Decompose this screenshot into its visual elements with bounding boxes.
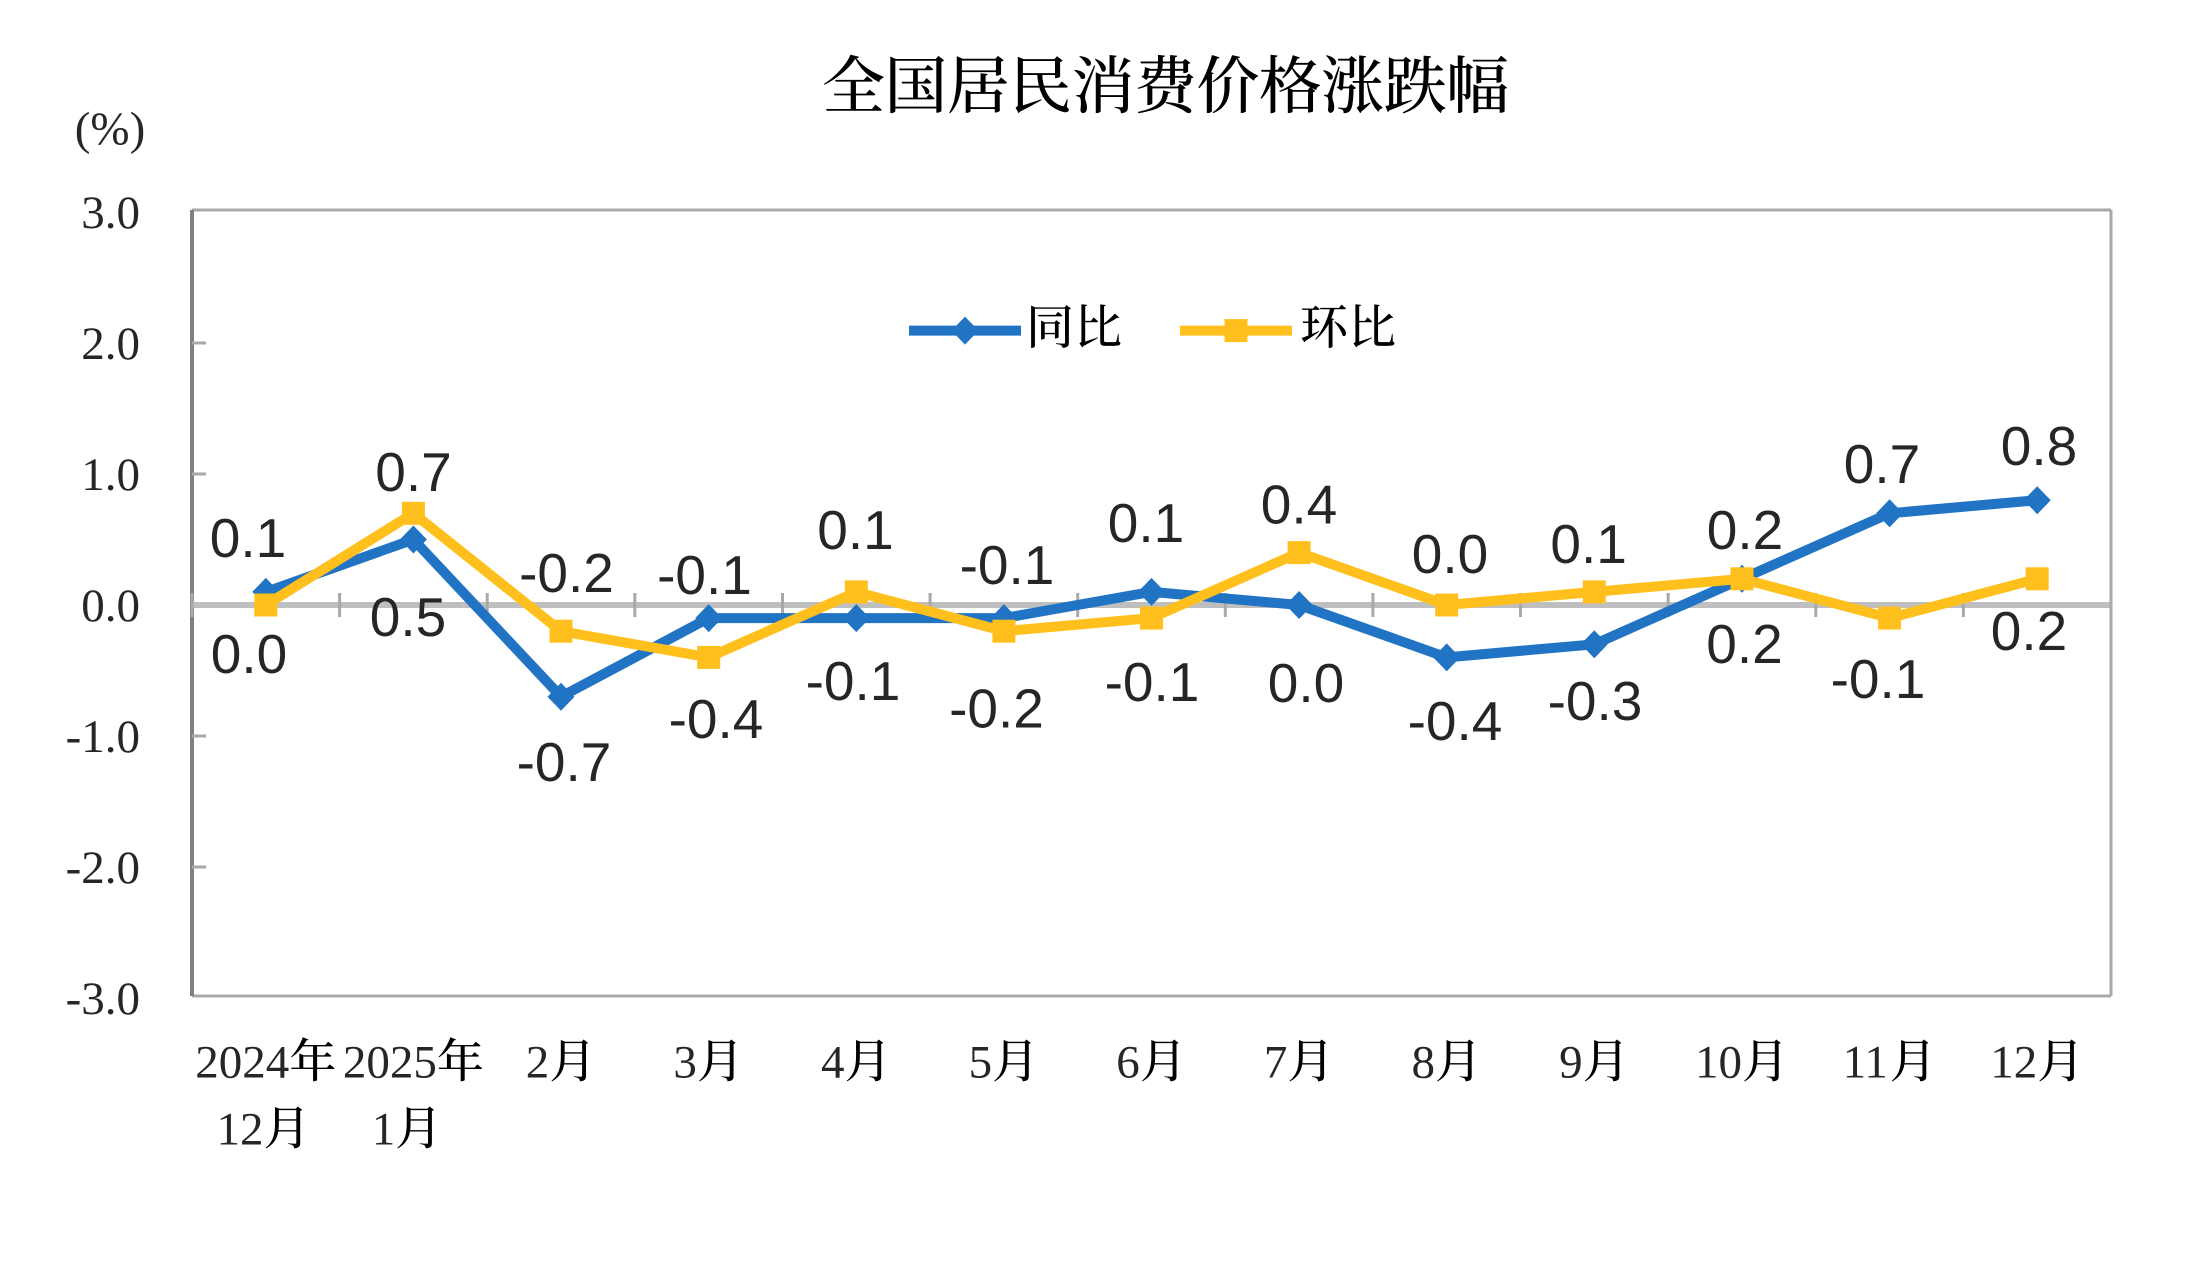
svg-text:10: 10 (1695, 1037, 1742, 1089)
svg-text:0.2: 0.2 (1706, 613, 1782, 675)
svg-text:2: 2 (526, 1037, 550, 1089)
svg-text:0.7: 0.7 (1844, 433, 1920, 495)
svg-text:1: 1 (372, 1104, 396, 1156)
svg-text:0.1: 0.1 (817, 499, 893, 561)
svg-text:-2.0: -2.0 (66, 842, 140, 894)
svg-text:-0.7: -0.7 (517, 731, 612, 793)
svg-text:4: 4 (821, 1037, 845, 1089)
svg-text:0.0: 0.0 (211, 623, 287, 685)
svg-text:0.7: 0.7 (375, 441, 451, 503)
svg-text:0.0: 0.0 (81, 580, 140, 632)
svg-text:2.0: 2.0 (81, 318, 140, 370)
svg-text:7: 7 (1264, 1037, 1288, 1089)
svg-text:(%): (%) (75, 103, 145, 155)
svg-text:0.1: 0.1 (210, 507, 286, 569)
svg-text:0.2: 0.2 (1707, 499, 1783, 561)
svg-text:-0.4: -0.4 (1408, 690, 1503, 752)
svg-text:-0.1: -0.1 (1831, 648, 1926, 710)
svg-text:5: 5 (969, 1037, 993, 1089)
svg-text:-1.0: -1.0 (66, 711, 140, 763)
svg-text:-0.3: -0.3 (1548, 670, 1643, 732)
svg-text:-0.1: -0.1 (657, 544, 752, 606)
svg-text:12: 12 (1990, 1037, 2037, 1089)
svg-text:1.0: 1.0 (81, 449, 140, 501)
svg-text:2025: 2025 (343, 1037, 437, 1089)
svg-text:0.1: 0.1 (1108, 492, 1184, 554)
svg-text:-0.2: -0.2 (949, 678, 1044, 740)
svg-text:0.2: 0.2 (1991, 600, 2067, 662)
svg-text:-0.4: -0.4 (669, 688, 764, 750)
svg-text:9: 9 (1559, 1037, 1583, 1089)
svg-text:-0.1: -0.1 (960, 534, 1055, 596)
svg-text:11: 11 (1843, 1037, 1888, 1089)
svg-text:8: 8 (1412, 1037, 1436, 1089)
svg-text:0.4: 0.4 (1261, 474, 1337, 536)
svg-text:-3.0: -3.0 (66, 973, 140, 1025)
svg-text:-0.2: -0.2 (519, 542, 614, 604)
svg-text:2024: 2024 (195, 1037, 289, 1089)
svg-text:3: 3 (673, 1037, 697, 1089)
svg-text:0.5: 0.5 (370, 586, 446, 648)
svg-text:6: 6 (1116, 1037, 1140, 1089)
svg-text:0.1: 0.1 (1550, 513, 1626, 575)
svg-text:0.0: 0.0 (1412, 523, 1488, 585)
svg-text:0.8: 0.8 (2001, 415, 2077, 477)
svg-text:-0.1: -0.1 (806, 650, 901, 712)
svg-text:3.0: 3.0 (81, 187, 140, 239)
svg-text:-0.1: -0.1 (1105, 651, 1200, 713)
svg-text:12: 12 (217, 1104, 264, 1156)
svg-text:0.0: 0.0 (1268, 652, 1344, 714)
